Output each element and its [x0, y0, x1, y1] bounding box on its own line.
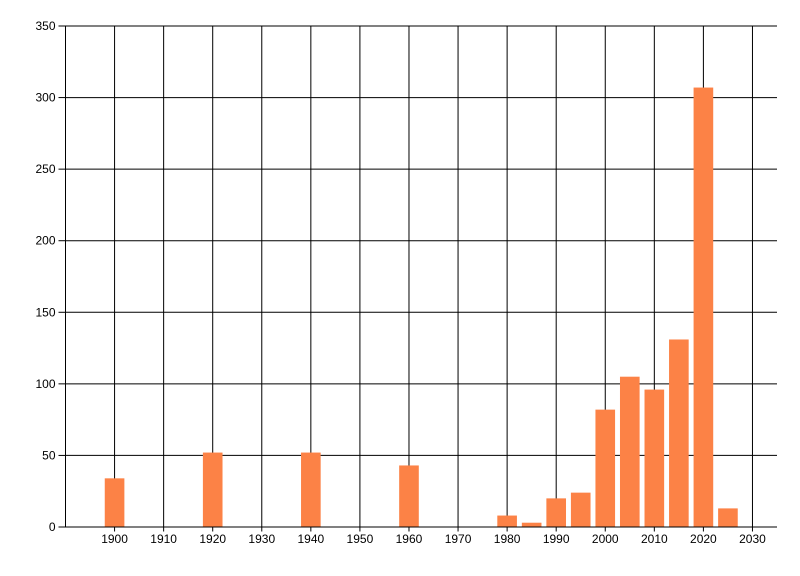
x-tick-label: 2000 — [592, 532, 619, 546]
y-tick-label: 200 — [35, 234, 55, 248]
y-tick-label: 100 — [35, 377, 55, 391]
x-tick-label: 1940 — [297, 532, 324, 546]
bar-2025 — [718, 508, 738, 527]
x-tick-label: 1970 — [445, 532, 472, 546]
x-tick-label: 1980 — [494, 532, 521, 546]
y-tick-label: 250 — [35, 162, 55, 176]
bar-1985 — [521, 522, 542, 527]
bar-1920 — [202, 452, 223, 527]
y-tick-label: 150 — [35, 305, 55, 319]
bar-1940 — [301, 452, 321, 527]
y-tick-label: 350 — [35, 19, 55, 33]
bar-2000 — [595, 409, 616, 527]
x-tick-label: 1960 — [396, 532, 423, 546]
bar-1995 — [570, 492, 591, 527]
y-tick-label: 300 — [35, 91, 55, 105]
bar-2020 — [693, 87, 714, 528]
bar-1980 — [497, 515, 517, 527]
y-tick-label: 0 — [49, 520, 56, 534]
x-tick-label: 2030 — [739, 532, 766, 546]
x-tick-label: 1910 — [150, 532, 177, 546]
x-tick-label: 2010 — [641, 532, 668, 546]
x-tick-label: 1950 — [347, 532, 374, 546]
x-tick-label: 1930 — [248, 532, 275, 546]
bar-1960 — [399, 465, 419, 527]
y-tick-label: 50 — [42, 448, 56, 462]
x-tick-label: 1990 — [543, 532, 570, 546]
bar-2010 — [644, 389, 665, 527]
x-tick-label: 2020 — [690, 532, 717, 546]
x-tick-label: 1900 — [101, 532, 128, 546]
bar-2005 — [619, 376, 640, 527]
x-tick-label: 1920 — [199, 532, 226, 546]
bar-1990 — [546, 498, 567, 527]
bar-1900 — [104, 478, 125, 527]
bar-2015 — [669, 339, 689, 527]
